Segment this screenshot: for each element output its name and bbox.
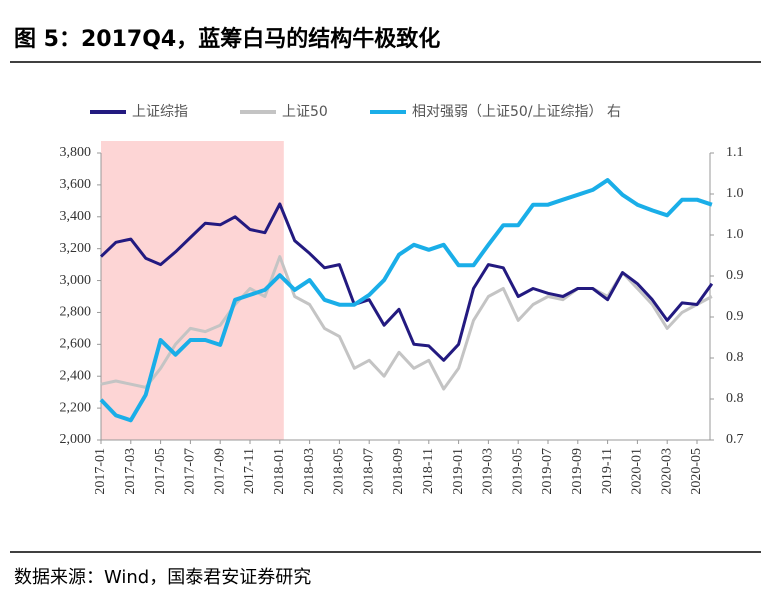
x-tick-label: 2017-03 [123, 448, 138, 495]
y-tick-label: 2,800 [60, 305, 92, 320]
x-tick-label: 2018-11 [421, 448, 436, 494]
chart-title: 图 5：2017Q4，蓝筹白马的结构牛极致化 [14, 26, 440, 52]
y-tick-label: 3,400 [60, 209, 92, 224]
x-tick-label: 2019-07 [540, 448, 555, 495]
y-tick-label: 3,200 [60, 241, 92, 256]
x-tick-label: 2017-01 [93, 448, 108, 495]
x-tick-label: 2018-09 [391, 448, 406, 495]
y2-tick-label: 1.1 [726, 145, 744, 160]
x-tick-label: 2020-05 [689, 448, 704, 495]
y2-tick-label: 0.7 [726, 432, 744, 447]
y2-tick-label: 0.8 [726, 391, 744, 406]
source: 数据来源：Wind，国泰君安证券研究 [14, 567, 311, 588]
y-tick-label: 2,600 [60, 337, 92, 352]
x-tick-label: 2019-01 [451, 448, 466, 495]
y2-tick-label: 0.9 [726, 268, 744, 283]
x-tick-label: 2020-03 [659, 448, 674, 495]
series-line [99, 202, 714, 362]
y-tick-label: 2,400 [60, 368, 92, 383]
x-tick-label: 2017-11 [242, 448, 257, 494]
x-tick-label: 2019-09 [570, 448, 585, 495]
x-tick-label: 2019-05 [510, 448, 525, 495]
x-tick-label: 2017-07 [183, 448, 198, 495]
legend-label: 上证50 [282, 104, 328, 120]
x-tick-label: 2019-03 [481, 448, 496, 495]
y2-tick-label: 0.9 [726, 309, 744, 324]
y2-tick-label: 0.8 [726, 350, 744, 365]
y2-tick-label: 1.0 [726, 227, 744, 242]
x-tick-label: 2018-07 [361, 448, 376, 495]
x-tick-label: 2018-01 [272, 448, 287, 495]
legend-label: 相对强弱（上证50/上证综指） 右 [412, 104, 621, 120]
y-tick-label: 3,600 [60, 177, 92, 192]
y-tick-label: 2,000 [60, 432, 92, 447]
x-tick-label: 2018-05 [332, 448, 347, 495]
series-line [99, 178, 713, 423]
x-tick-label: 2019-11 [600, 448, 615, 494]
y-tick-label: 2,200 [60, 400, 92, 415]
x-tick-label: 2017-09 [212, 448, 227, 495]
y2-tick-label: 1.0 [726, 186, 744, 201]
x-tick-label: 2018-03 [302, 448, 317, 495]
y-tick-label: 3,800 [60, 145, 92, 160]
x-tick-label: 2017-05 [153, 448, 168, 495]
legend-label: 上证综指 [132, 104, 188, 120]
x-tick-label: 2020-01 [630, 448, 645, 495]
y-tick-label: 3,000 [60, 273, 92, 288]
